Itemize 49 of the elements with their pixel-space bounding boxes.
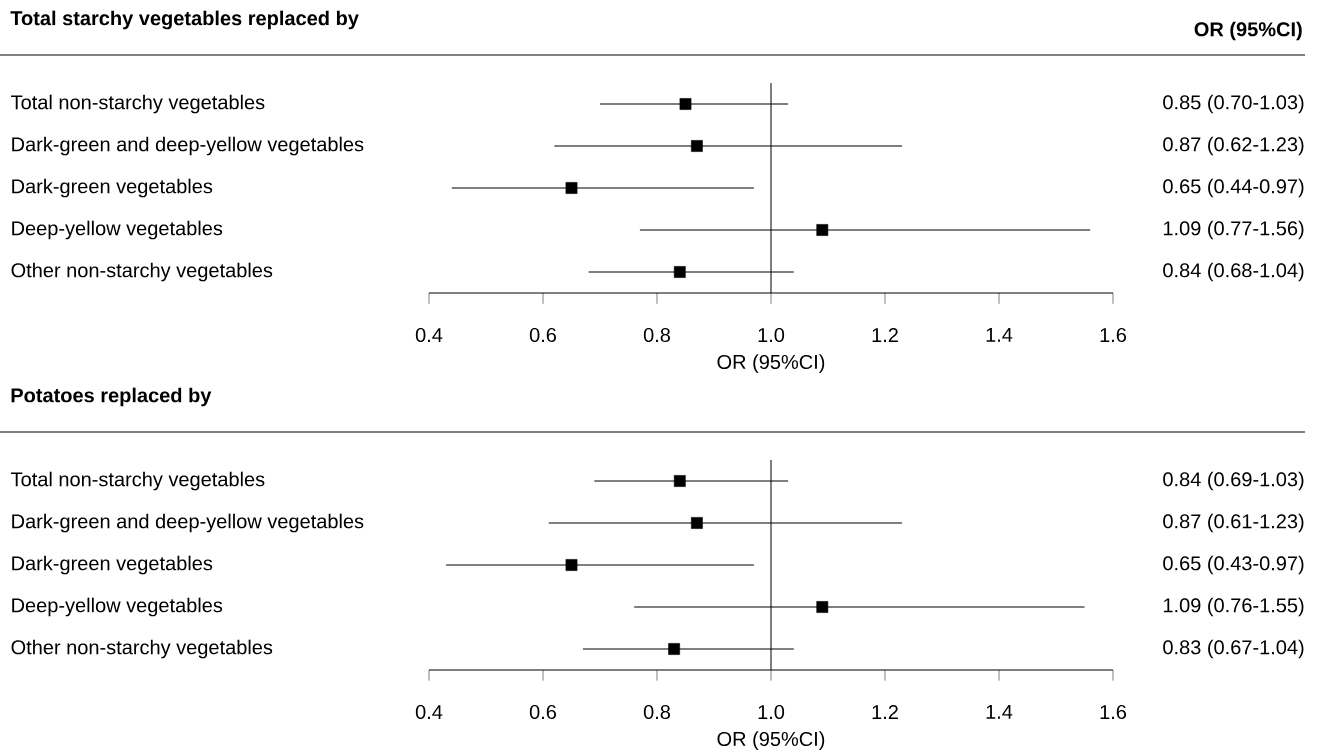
data-label: 0.83 (0.67-1.04)	[1163, 639, 1304, 659]
y-tick-label: Dark-green and deep-yellow vegetables	[12, 513, 364, 533]
x-tick-label: 0.6	[529, 327, 557, 343]
x-tick-label: 0.4	[415, 704, 443, 720]
x-tick-label: 1.0	[758, 704, 785, 720]
x-tick-label: 0.6	[529, 704, 557, 720]
text: Total starchy vegetables replaced by	[10, 10, 359, 30]
y-tick-label: Dark-green vegetables	[12, 178, 213, 198]
x-tick-label: 0.8	[643, 704, 671, 720]
x-axis-title: OR (95%CI)	[717, 731, 825, 750]
text: OR (95%CI)	[1194, 21, 1302, 41]
point	[673, 475, 686, 487]
point	[565, 559, 578, 571]
data-label: 0.85 (0.70-1.03)	[1163, 94, 1304, 114]
point	[691, 517, 703, 529]
data-label: 1.09 (0.77-1.56)	[1163, 220, 1304, 240]
data-label: 0.84 (0.69-1.03)	[1163, 471, 1304, 491]
x-tick-label: 1.2	[872, 327, 898, 342]
x-tick-label: 0.8	[643, 327, 671, 343]
y-tick-label: Deep-yellow vegetables	[12, 597, 223, 617]
data-label: 0.65 (0.43-0.97)	[1163, 555, 1304, 575]
point	[673, 266, 686, 278]
point	[668, 643, 680, 655]
x-tick-label: 1.6	[1100, 704, 1127, 720]
y-tick-label: Other non-starchy vegetables	[11, 262, 273, 282]
y-tick-label: Dark-green and deep-yellow vegetables	[12, 136, 364, 156]
data-label: 0.87 (0.61-1.23)	[1163, 513, 1304, 533]
data-label: 0.84 (0.68-1.04)	[1163, 262, 1304, 282]
y-tick-label: Total non-starchy vegetables	[11, 94, 265, 114]
y-tick-label: Total non-starchy vegetables	[11, 471, 265, 491]
y-tick-label: Other non-starchy vegetables	[11, 639, 273, 659]
x-axis-title: OR (95%CI)	[717, 354, 825, 373]
data-label: 0.65 (0.44-0.97)	[1163, 178, 1304, 198]
point	[816, 224, 829, 236]
y-tick-label: Deep-yellow vegetables	[12, 220, 223, 240]
point	[679, 98, 692, 110]
x-tick-label: 1.0	[758, 327, 785, 343]
text: Potatoes replaced by	[11, 387, 212, 407]
point	[565, 182, 578, 194]
point	[816, 601, 829, 613]
x-tick-label: 1.6	[1100, 327, 1127, 343]
x-tick-label: 1.4	[986, 704, 1013, 719]
x-tick-label: 1.2	[872, 704, 898, 719]
x-tick-label: 0.4	[415, 327, 443, 343]
y-tick-label: Dark-green vegetables	[12, 555, 213, 575]
data-label: 0.87 (0.62-1.23)	[1163, 136, 1304, 156]
x-tick-label: 1.4	[986, 327, 1013, 342]
data-label: 1.09 (0.76-1.55)	[1163, 597, 1304, 617]
point	[691, 140, 703, 152]
